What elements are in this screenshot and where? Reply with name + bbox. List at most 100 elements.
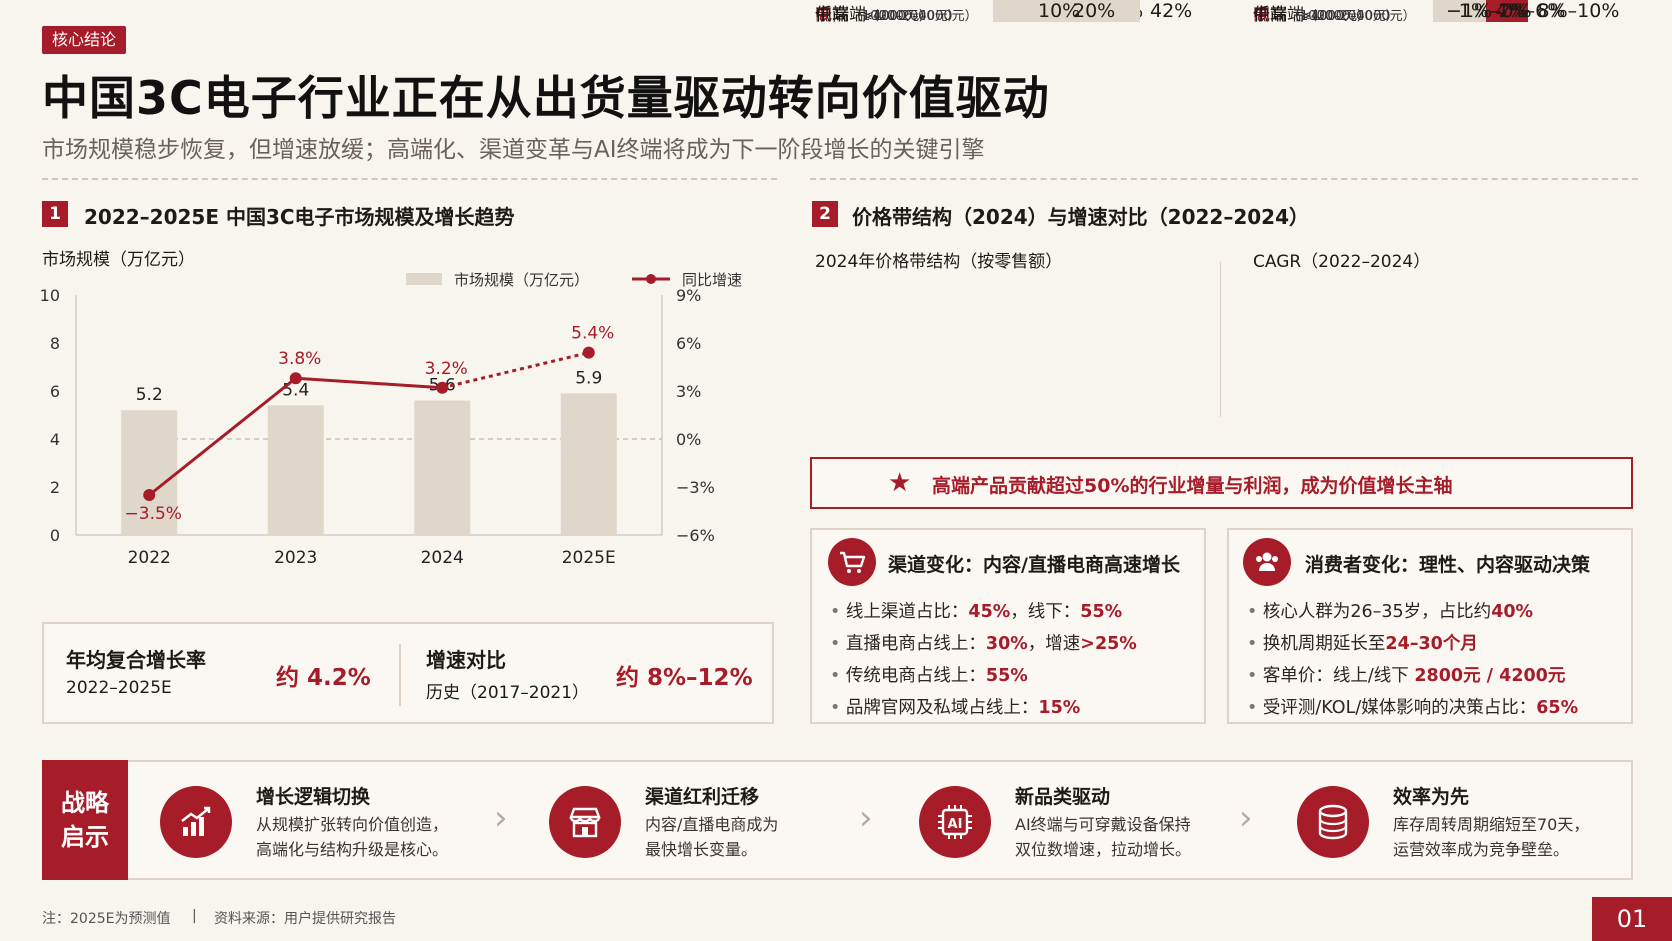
section1-number: 1 [42, 201, 68, 227]
channel-title: 渠道变化：内容/直播电商高速增长 [888, 554, 1180, 576]
strategy-item-line2: 高端化与结构升级是核心。 [256, 840, 449, 859]
consumer-card: 消费者变化：理性、内容驱动决策 核心人群为26–35岁，占比约40% 换机周期延长… [1227, 528, 1633, 724]
y-tick-label: 4 [50, 430, 60, 449]
chevron-right-icon: › [1239, 798, 1253, 838]
y2-tick-label: 0% [676, 430, 701, 449]
growth-value-label: 5.4% [571, 324, 614, 344]
divider-left [42, 178, 777, 180]
strategy-band: 战略 启示 增长逻辑切换 从规模扩张转向价值创造， 高端化与结构升级是核心。 › … [42, 760, 1633, 880]
list-item: 客单价：线上/线下 2800元 / 4200元 [1247, 662, 1578, 687]
growth-chart-icon [160, 786, 232, 858]
channel-card: 渠道变化：内容/直播电商高速增长 线上渠道占比：45%，线下：55%直播电商占线… [810, 528, 1206, 724]
growth-value-label: 3.2% [425, 359, 468, 379]
band-range: （>4000元） [849, 9, 932, 24]
strategy-label: 战略 启示 [42, 760, 128, 880]
cagr-bar [1433, 0, 1436, 22]
cagr-band-name: 低端（<1000元） [1253, 0, 1370, 25]
growth-line-segment [295, 376, 443, 390]
item-text: 受评测/KOL/媒体影响的决策占比： [1262, 698, 1537, 718]
strategy-item-line2: 双位数增速，拉动增长。 [1015, 840, 1192, 859]
channel-list: 线上渠道占比：45%，线下：55%直播电商占线上：30%，增速>25%传统电商占… [830, 598, 1137, 726]
cagr-band-range: （1000–2000元） [1287, 9, 1399, 24]
growth-point [289, 372, 302, 385]
item-text: 换机周期延长至 [1262, 634, 1386, 654]
cagr-band-range: （>4000元） [1287, 9, 1370, 24]
band-name-text: 中高端 [815, 5, 866, 25]
cagr-band-name: 高端（>4000元） [1253, 0, 1370, 25]
svg-text:AI: AI [948, 817, 963, 832]
users-icon [1243, 538, 1291, 586]
cagr-title: CAGR（2022–2024） [1253, 252, 1431, 272]
summary-box: 年均复合增长率 2022–2025E 约 4.2% 增速对比 历史（2017–2… [42, 622, 774, 724]
legend-bar-label: 市场规模（万亿元） [454, 271, 589, 289]
cagr-band-name-text: 高端 [1253, 5, 1287, 25]
chart-legend: 市场规模（万亿元） 同比增速 [406, 271, 742, 289]
item-text: 核心人群为26–35岁，占比约 [1262, 602, 1492, 622]
band-range: （2000–4000元） [866, 9, 978, 24]
chevron-right-icon: › [859, 798, 873, 838]
cagr-band-name: 中端（1000–2000元） [1253, 0, 1399, 25]
list-item: 受评测/KOL/媒体影响的决策占比：65% [1247, 694, 1578, 719]
page-number: 01 [1592, 897, 1672, 941]
chevron-right-icon: › [494, 798, 508, 838]
band-name: 中端（1000–2000元） [815, 0, 961, 25]
strategy-item-title: 增长逻辑切换 [256, 786, 371, 808]
bar [414, 400, 471, 535]
band-name-text: 低端 [815, 5, 849, 25]
x-tick-label: 2023 [274, 548, 317, 568]
y-tick-label: 2 [50, 478, 60, 497]
database-icon [1297, 786, 1369, 858]
growth-point [436, 381, 449, 394]
strategy-item-line2: 运营效率成为竞争壁垒。 [1393, 840, 1570, 859]
band-name: 中高端（2000–4000元） [815, 0, 978, 25]
band-name: 低端（<1000元） [815, 0, 932, 25]
y-tick-label: 0 [50, 526, 60, 545]
market-chart: 市场规模（万亿元） 同比增速 0 2 4 6 8 10 −6% −3% 0% 3% 6% 9% 5.2… [40, 271, 742, 568]
list-item: 核心人群为26–35岁，占比约40% [1247, 598, 1578, 623]
y2-tick-label: 9% [676, 286, 701, 305]
cagr-value: 1%–2% [1458, 0, 1529, 22]
cagr-value: 8%–10% [1537, 0, 1620, 22]
item-text: 客单价：线上/线下 [1262, 666, 1415, 686]
legend-line-marker [646, 274, 656, 284]
share-value: 42% [1150, 0, 1193, 22]
highlight-value: 55% [985, 666, 1028, 686]
growth-point [143, 489, 156, 501]
cagr-band-name-text: 低端 [1253, 5, 1287, 25]
footnote: 注：2025E为预测值 [42, 911, 171, 927]
band-range: （1000–2000元） [849, 9, 961, 24]
growth-line-segment [148, 377, 297, 497]
section2-number: 2 [812, 201, 838, 227]
growth-line-forecast [441, 351, 590, 390]
bar [267, 405, 324, 535]
highlight-value: 65% [1536, 698, 1579, 718]
section2-title: 价格带结构（2024）与增速对比（2022–2024） [852, 205, 1309, 229]
y2-tick-label: 3% [676, 382, 701, 401]
cagr-bar [1433, 0, 1449, 22]
band-range: （<1000元） [849, 9, 932, 24]
strategy-item-title: 新品类驱动 [1015, 786, 1111, 808]
highlight-value: 24–30个月 [1385, 634, 1478, 654]
highlight-value: 30% [985, 634, 1028, 654]
cagr-band-range: （2000–4000元） [1304, 9, 1416, 24]
compare-value: 约 8%–12% [616, 665, 753, 691]
compare-label: 增速对比 [426, 648, 506, 672]
highlight-value: >25% [1080, 634, 1137, 654]
star-icon: ★ [888, 468, 912, 498]
cagr-band-name: 中高端（2000–4000元） [1253, 0, 1416, 25]
growth-value-label: −3.5% [125, 504, 182, 524]
y-tick-label: 8 [50, 334, 60, 353]
y-tick-label: 10 [40, 286, 60, 305]
page-subtitle: 市场规模稳步恢复，但增速放缓；高端化、渠道变革与AI终端将成为下一阶段增长的关键… [42, 137, 985, 163]
highlight-value: 55% [1080, 602, 1123, 622]
cagr-value: 4%–6% [1495, 0, 1566, 22]
bar-value-label: 5.2 [136, 385, 163, 405]
cagr-band-range: （<1000元） [1287, 9, 1370, 24]
share-value: 10% [1038, 0, 1081, 22]
cagr-value: −1%–0% [1446, 0, 1532, 22]
divider-right [810, 178, 1638, 180]
highlight-value: 45% [968, 602, 1011, 622]
source-note: 资料来源：用户提供研究报告 [214, 911, 396, 927]
strategy-item-line1: 库存周转周期缩短至70天， [1393, 815, 1590, 834]
item-text: 传统电商占线上： [845, 666, 986, 686]
